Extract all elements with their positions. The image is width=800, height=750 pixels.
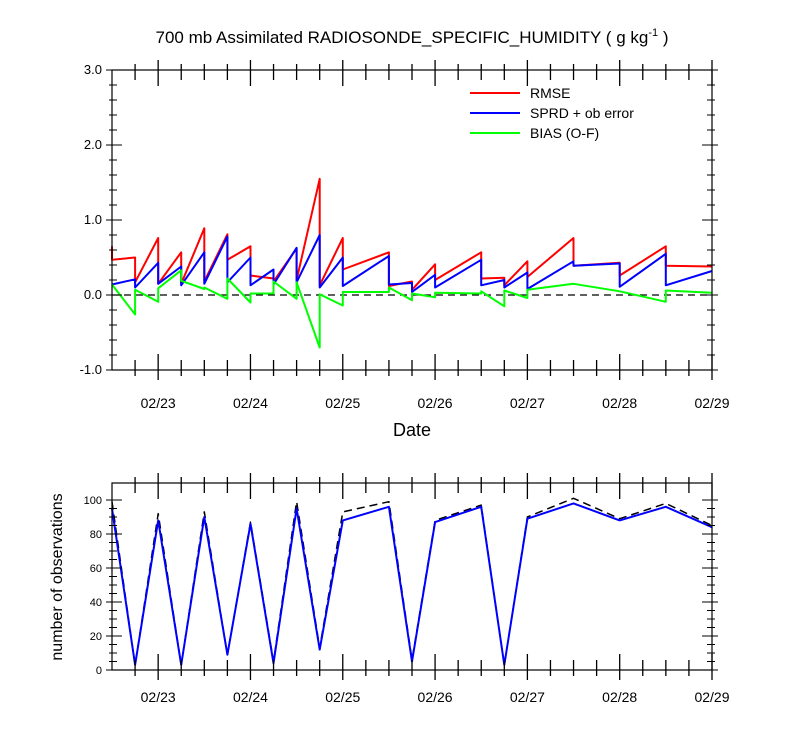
y-tick-label: 1.0	[84, 212, 102, 227]
y-tick-label: 20	[90, 631, 102, 643]
x-tick-label: 02/24	[233, 689, 268, 705]
legend-label-sprd: SPRD + ob error	[530, 105, 634, 121]
x-tick-label: 02/27	[510, 395, 545, 411]
x-tick-label: 02/23	[141, 395, 176, 411]
x-tick-label: 02/24	[233, 395, 268, 411]
chart-title: 700 mb Assimilated RADIOSONDE_SPECIFIC_H…	[156, 27, 669, 47]
x-tick-label: 02/29	[694, 689, 729, 705]
series-line-rmse	[111, 177, 713, 291]
x-tick-label: 02/25	[325, 689, 360, 705]
series-line-observations-used	[111, 502, 713, 666]
x-tick-label: 02/26	[418, 395, 453, 411]
chart-title-suffix: )	[658, 28, 668, 47]
legend: RMSE SPRD + ob error BIAS (O-F)	[470, 85, 634, 141]
y-tick-label: 3.0	[84, 62, 102, 77]
y-tick-label: 100	[84, 495, 102, 507]
chart-title-text: 700 mb Assimilated RADIOSONDE_SPECIFIC_H…	[156, 28, 649, 47]
observations-count-chart: 0 20 40 60 80 100 02/23 02/24 02/25 02/26 02/27 02/…	[84, 473, 730, 705]
y-tick-label: 0	[96, 665, 102, 677]
x-tick-label: 02/26	[418, 689, 453, 705]
series-line-bias-o-f	[111, 269, 713, 349]
y-tick-label: 2.0	[84, 137, 102, 152]
y-axis-label-observations: number of observations	[49, 493, 66, 660]
humidity-stats-chart: -1.0 0.0 1.0 2.0 3.0 02/23 02/24 02/25 02/26 02/2…	[80, 60, 730, 411]
series-line-sprd-ob-error	[111, 234, 713, 293]
x-axis-label: Date	[393, 420, 431, 440]
y-tick-label: 40	[90, 597, 102, 609]
series-line-observations-possible	[111, 497, 713, 666]
plot-frame	[111, 482, 713, 671]
legend-label-rmse: RMSE	[530, 85, 570, 101]
x-tick-label: 02/23	[141, 689, 176, 705]
x-tick-label: 02/27	[510, 689, 545, 705]
y-tick-label: -1.0	[80, 362, 102, 377]
x-tick-label: 02/28	[602, 689, 637, 705]
y-tick-label: 60	[90, 563, 102, 575]
x-tick-label: 02/25	[325, 395, 360, 411]
legend-label-bias: BIAS (O-F)	[530, 125, 599, 141]
x-tick-label: 02/28	[602, 395, 637, 411]
y-tick-label: 80	[90, 529, 102, 541]
x-tick-label: 02/29	[694, 395, 729, 411]
chart-title-exponent: -1	[648, 27, 658, 39]
y-tick-label: 0.0	[84, 287, 102, 302]
